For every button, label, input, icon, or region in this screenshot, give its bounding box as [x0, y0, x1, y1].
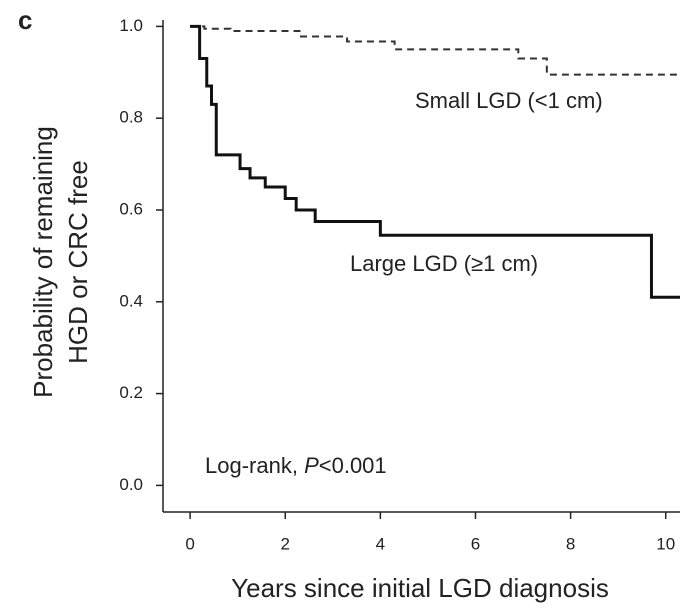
x-tick-label: 0: [185, 534, 194, 553]
annotation: Log-rank, P<0.001: [205, 453, 387, 478]
survival-curve: [190, 24, 680, 299]
x-tick-label: 6: [471, 534, 480, 553]
annotation-text: <0.001: [319, 453, 387, 478]
x-tick-label: 2: [281, 534, 290, 553]
x-axis-label: Years since initial LGD diagnosis: [231, 573, 609, 603]
y-axis-label: HGD or CRC free: [63, 160, 93, 364]
x-tick-label: 8: [566, 534, 575, 553]
y-axis-label: Probability of remaining: [28, 126, 58, 398]
annotation-text: Log-rank,: [205, 453, 304, 478]
y-tick-label: 0.8: [119, 108, 143, 127]
y-tick-label: 0.4: [119, 291, 143, 310]
y-tick-label: 1.0: [119, 16, 143, 35]
x-tick-label: 4: [376, 534, 385, 553]
y-tick-label: 0.0: [119, 475, 143, 494]
annotation-text: P: [304, 453, 319, 478]
x-tick-label: 10: [656, 534, 675, 553]
series-label: Large LGD (≥1 cm): [350, 251, 538, 276]
y-tick-label: 0.6: [119, 199, 143, 218]
survival-curve: [190, 25, 680, 76]
panel-label: c: [18, 5, 32, 35]
series-label: Small LGD (<1 cm): [415, 88, 603, 113]
y-tick-label: 0.2: [119, 383, 143, 402]
